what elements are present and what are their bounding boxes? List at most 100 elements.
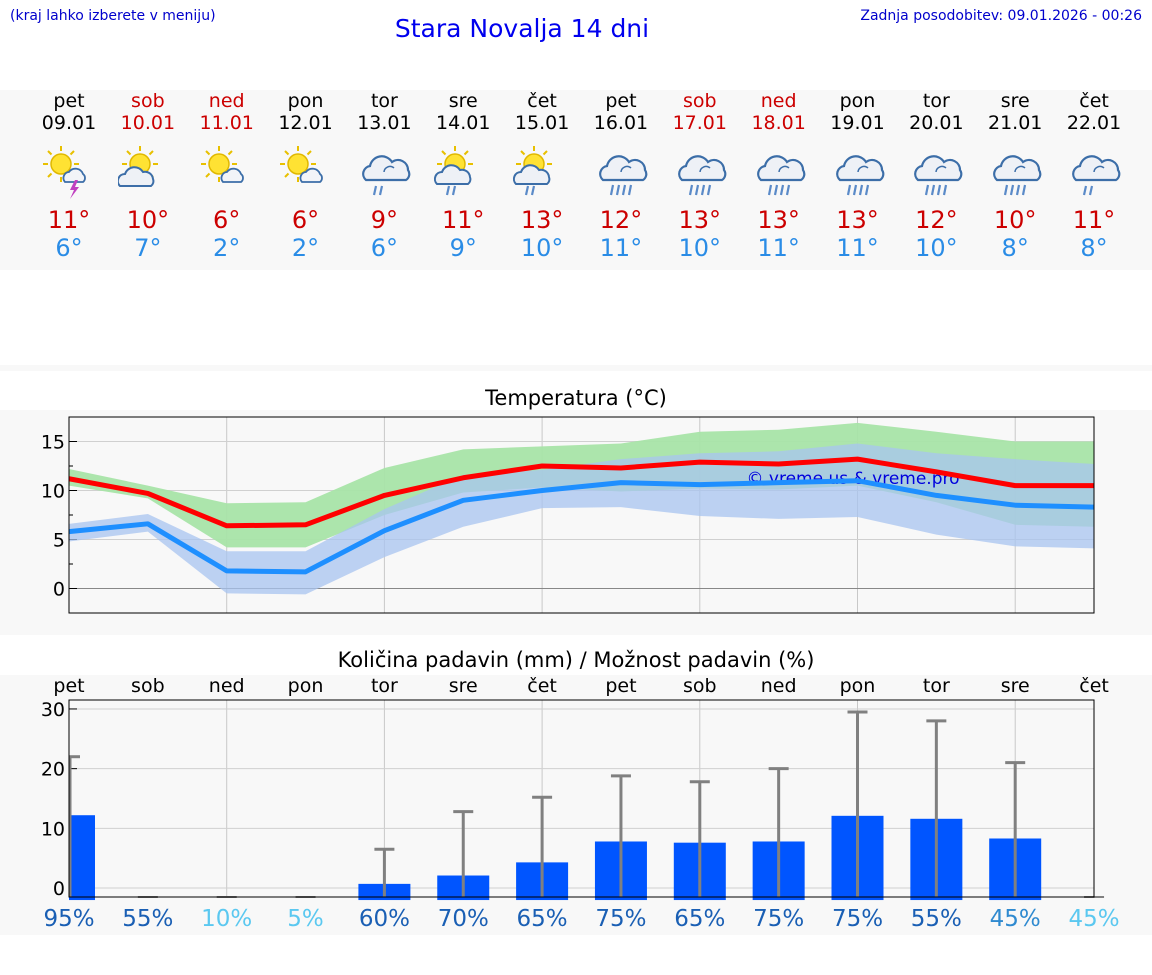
min-temp: 10°: [520, 234, 564, 262]
day-date: 09.01: [41, 112, 97, 134]
forecast-day: sre 14.01 11° 9°: [424, 90, 502, 262]
max-temp: 12°: [599, 206, 643, 234]
day-date: 13.01: [357, 112, 412, 134]
precip-probability: 75%: [832, 906, 883, 932]
min-temp: 9°: [449, 234, 477, 262]
sun-small-cloud-icon: [267, 142, 345, 200]
min-temp: 10°: [915, 234, 958, 262]
x-tick-label: čet: [527, 675, 557, 697]
y-tick-label: 10: [41, 481, 65, 503]
cloud-heavy-rain-icon: [897, 142, 975, 200]
day-name: sob: [683, 90, 717, 112]
max-temp: 11°: [1072, 206, 1116, 234]
max-temp: 10°: [993, 206, 1037, 234]
forecast-day: pon 12.01 6° 2°: [267, 90, 345, 262]
min-temp: 2°: [213, 234, 241, 262]
day-date: 19.01: [830, 112, 885, 134]
day-name: čet: [1079, 90, 1109, 112]
cloud-heavy-rain-icon: [582, 142, 660, 200]
y-tick-label: 30: [41, 699, 65, 721]
cloud-rain-icon: [1055, 142, 1133, 200]
forecast-day: tor 20.01 12° 10°: [897, 90, 975, 262]
series-line-min: [68, 478, 1095, 575]
precip-probability: 75%: [753, 906, 804, 932]
x-tick-label: pet: [605, 675, 636, 697]
precip-probability: 65%: [674, 906, 725, 932]
x-tick-label: sre: [449, 675, 478, 697]
forecast-day: pet 09.01 11° 6°: [30, 90, 108, 262]
min-temp: 2°: [291, 234, 320, 262]
forecast-day: sob 10.01 10° 7°: [109, 90, 187, 262]
y-tick-label: 5: [53, 530, 65, 552]
precip-probability: 45%: [990, 906, 1041, 932]
cloud-heavy-rain-icon: [661, 142, 739, 200]
day-name: ned: [760, 90, 797, 112]
x-tick-label: sre: [1001, 675, 1030, 697]
max-temp: 12°: [915, 206, 958, 234]
min-temp: 6°: [370, 234, 399, 262]
x-tick-label: čet: [1079, 675, 1109, 697]
min-temp: 8°: [1080, 234, 1108, 262]
x-tick-label: tor: [923, 675, 950, 697]
day-date: 21.01: [987, 112, 1043, 134]
day-name: ned: [208, 90, 245, 112]
precip-probability: 10%: [201, 906, 252, 932]
max-temp: 11°: [47, 206, 91, 234]
max-temp: 6°: [213, 206, 241, 234]
x-tick-label: pon: [840, 675, 876, 697]
y-tick-label: 20: [41, 759, 65, 781]
cloud-rain-icon: [345, 142, 423, 200]
plot-frame: [68, 416, 1095, 614]
day-name: pon: [839, 90, 876, 112]
temperature-chart-title: Temperatura (°C): [485, 386, 667, 410]
max-temp: 13°: [757, 206, 800, 234]
y-tick-label: 15: [41, 432, 65, 454]
min-temp: 11°: [599, 234, 643, 262]
page-title: Stara Novalja 14 dni: [394, 14, 650, 43]
divider-band: [0, 365, 1152, 371]
forecast-day: sob 17.01 13° 10°: [661, 90, 739, 262]
series-line-max: [68, 456, 1095, 529]
day-name: sre: [448, 90, 478, 112]
max-temp: 13°: [836, 206, 879, 234]
day-date: 12.01: [278, 112, 333, 134]
day-name: tor: [922, 90, 950, 112]
sun-cloud-icon: [109, 142, 187, 200]
precipitation-chart-title: Količina padavin (mm) / Možnost padavin …: [337, 648, 815, 672]
sun-cloud-rain-icon: [503, 142, 581, 200]
day-name: sob: [131, 90, 165, 112]
y-tick-label: 10: [41, 818, 65, 840]
cloud-heavy-rain-icon: [740, 142, 818, 200]
sun-cloud-rain-icon: [424, 142, 502, 200]
day-name: pet: [605, 90, 637, 112]
precip-probability: 55%: [911, 906, 962, 932]
day-name: tor: [370, 90, 398, 112]
max-temp: 10°: [126, 206, 170, 234]
x-tick-label: sob: [131, 675, 165, 697]
day-date: 15.01: [514, 112, 570, 134]
rain-bar: [69, 815, 95, 901]
precip-probability: 60%: [359, 906, 410, 932]
day-date: 16.01: [593, 112, 649, 134]
x-tick-label: sob: [683, 675, 717, 697]
region-menu-note: (kraj lahko izberete v meniju): [10, 8, 216, 24]
cloud-heavy-rain-icon: [976, 142, 1054, 200]
precip-probability: 45%: [1068, 906, 1119, 932]
forecast-day: čet 22.01 11° 8°: [1055, 90, 1133, 262]
x-tick-label: ned: [209, 675, 245, 697]
day-name: sre: [1000, 90, 1030, 112]
max-temp: 13°: [520, 206, 564, 234]
cloud-heavy-rain-icon: [819, 142, 897, 200]
min-temp: 11°: [757, 234, 800, 262]
precipitation-chart: 30 20 10 0 pet sob ned pon tor sre čet pet sob ned pon…: [41, 675, 1120, 932]
y-tick-label: 0: [53, 579, 65, 601]
last-update: Zadnja posodobitev: 09.01.2026 - 00:26: [860, 8, 1142, 24]
min-temp: 7°: [134, 234, 162, 262]
day-date: 20.01: [909, 112, 964, 134]
day-name: čet: [527, 90, 557, 112]
forecast-day: ned 11.01 6° 2°: [188, 90, 266, 262]
x-tick-label: pet: [53, 675, 84, 697]
precip-probability: 55%: [122, 906, 173, 932]
day-date: 11.01: [199, 112, 254, 134]
